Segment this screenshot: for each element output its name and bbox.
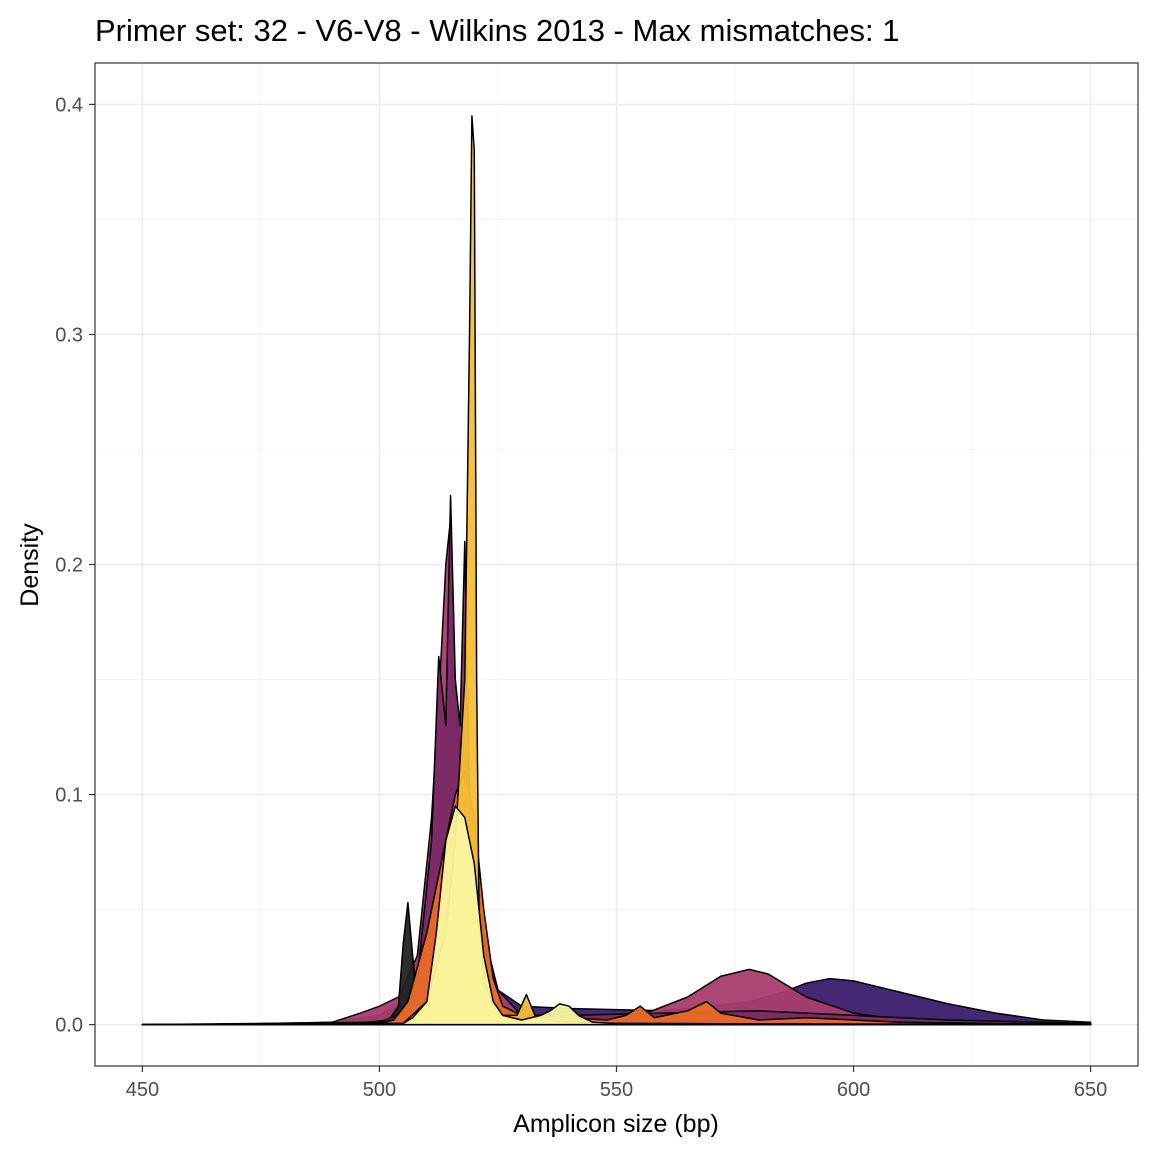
y-tick-label: 0.1 [55,785,83,807]
x-tick-label: 500 [363,1079,396,1101]
y-tick-label: 0.0 [55,1015,83,1037]
chart-title: Primer set: 32 - V6-V8 - Wilkins 2013 - … [95,13,900,48]
x-axis-title: Amplicon size (bp) [513,1110,719,1138]
y-axis-title: Density [16,523,44,607]
y-tick-label: 0.4 [55,94,83,116]
y-axis-ticks: 0.0 0.1 0.2 0.3 0.4 [55,94,95,1037]
y-tick-label: 0.3 [55,324,83,346]
major-gridlines [95,63,1138,1066]
density-series [141,115,1092,1026]
x-tick-label: 600 [837,1079,870,1101]
y-tick-label: 0.2 [55,555,83,577]
x-tick-label: 650 [1074,1079,1107,1101]
x-tick-label: 450 [126,1079,159,1101]
x-tick-label: 550 [600,1079,633,1101]
density-area-7 [141,805,1092,1026]
x-axis-ticks: 450 500 550 600 650 [126,1066,1107,1101]
